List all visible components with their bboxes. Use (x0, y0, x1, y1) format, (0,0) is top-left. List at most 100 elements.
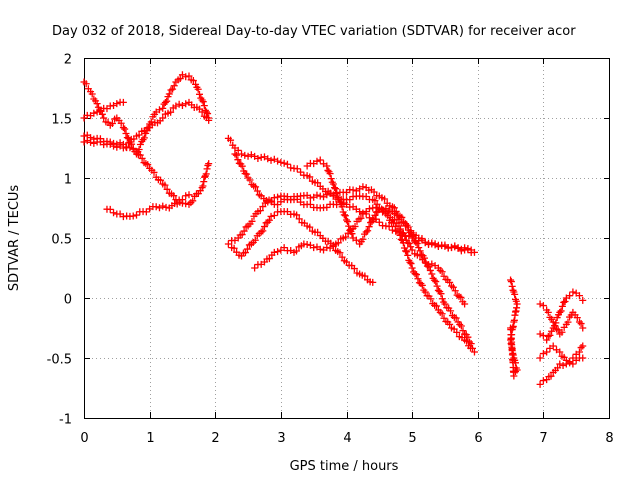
data-point (558, 328, 566, 336)
data-point (135, 131, 143, 139)
data-point (382, 205, 390, 213)
data-point (248, 217, 256, 225)
data-point (342, 233, 350, 241)
y-tick-labels: -1 -0.5 0 0.5 1 1.5 2 (47, 53, 72, 428)
data-point (270, 248, 278, 256)
data-point (293, 165, 301, 173)
data-point (447, 307, 455, 315)
data-point (575, 318, 583, 326)
data-point (470, 348, 478, 356)
data-point (452, 314, 460, 322)
data-point (402, 247, 410, 255)
data-point (90, 109, 98, 117)
x-tick-labels: 0 1 2 3 4 5 6 7 8 (80, 431, 613, 446)
data-point (251, 264, 259, 272)
data-point (306, 223, 314, 231)
data-point (403, 248, 411, 256)
axis-ticks (84, 58, 610, 419)
data-point (100, 114, 108, 122)
data-point (93, 100, 101, 108)
data-point (407, 260, 415, 268)
data-point (90, 139, 98, 147)
data-point (227, 136, 235, 144)
data-point (357, 214, 365, 222)
data-point (536, 380, 544, 388)
data-point (425, 261, 433, 269)
data-point (167, 86, 175, 94)
series-sat-i (228, 208, 377, 286)
data-point (201, 173, 209, 181)
data-point (196, 90, 203, 98)
data-point (129, 212, 137, 220)
data-point (161, 181, 169, 189)
data-point (569, 288, 577, 296)
data-point (323, 203, 331, 211)
data-point (430, 276, 438, 284)
data-point (556, 360, 564, 368)
data-point (327, 175, 335, 183)
data-point (267, 156, 275, 164)
data-point (170, 82, 178, 90)
data-point (365, 214, 373, 222)
data-point (426, 266, 434, 274)
data-point (371, 211, 379, 219)
data-point (238, 150, 245, 158)
data-point (369, 216, 377, 224)
data-point (374, 208, 382, 216)
data-point (566, 292, 574, 300)
data-point (240, 227, 248, 235)
data-point (205, 160, 213, 168)
data-point (122, 143, 130, 151)
data-point (203, 165, 211, 173)
data-point (351, 222, 359, 230)
data-point (561, 297, 569, 305)
data-point (457, 245, 465, 253)
data-point (536, 330, 544, 338)
data-point (161, 98, 169, 106)
data-point (395, 222, 403, 230)
data-point (293, 211, 301, 219)
data-point (199, 98, 207, 106)
data-point (348, 230, 356, 238)
x-axis-label: GPS time / hours (290, 459, 399, 474)
series-sat-d (80, 98, 213, 152)
data-point (162, 203, 170, 211)
data-point (205, 116, 213, 124)
data-point (421, 238, 429, 246)
data-point (423, 262, 431, 270)
data-point (457, 293, 465, 301)
data-point (241, 151, 249, 159)
series-sat-p (536, 342, 587, 368)
series-sat-j (251, 204, 469, 308)
data-point (326, 189, 334, 197)
data-point (509, 286, 517, 294)
data-point (303, 241, 311, 249)
data-point (556, 348, 564, 356)
data-point (264, 155, 272, 163)
data-point (152, 203, 160, 211)
data-point (96, 106, 104, 114)
data-point (552, 319, 560, 327)
data-point (340, 211, 348, 219)
data-point (198, 108, 206, 116)
data-point (349, 186, 357, 194)
data-point (241, 249, 249, 257)
data-point (547, 372, 555, 380)
data-point (280, 244, 288, 252)
data-point (371, 197, 379, 205)
data-point (346, 196, 354, 204)
data-point (306, 194, 314, 202)
data-point (408, 264, 416, 272)
series-sat-e (103, 191, 193, 221)
data-point (155, 204, 163, 212)
data-point (336, 249, 344, 257)
data-point (297, 168, 305, 176)
data-point (200, 178, 208, 186)
data-point (507, 324, 515, 332)
data-point (405, 239, 413, 247)
data-point (508, 282, 516, 290)
data-point (451, 287, 459, 295)
data-point (359, 183, 367, 191)
data-point (259, 203, 267, 211)
